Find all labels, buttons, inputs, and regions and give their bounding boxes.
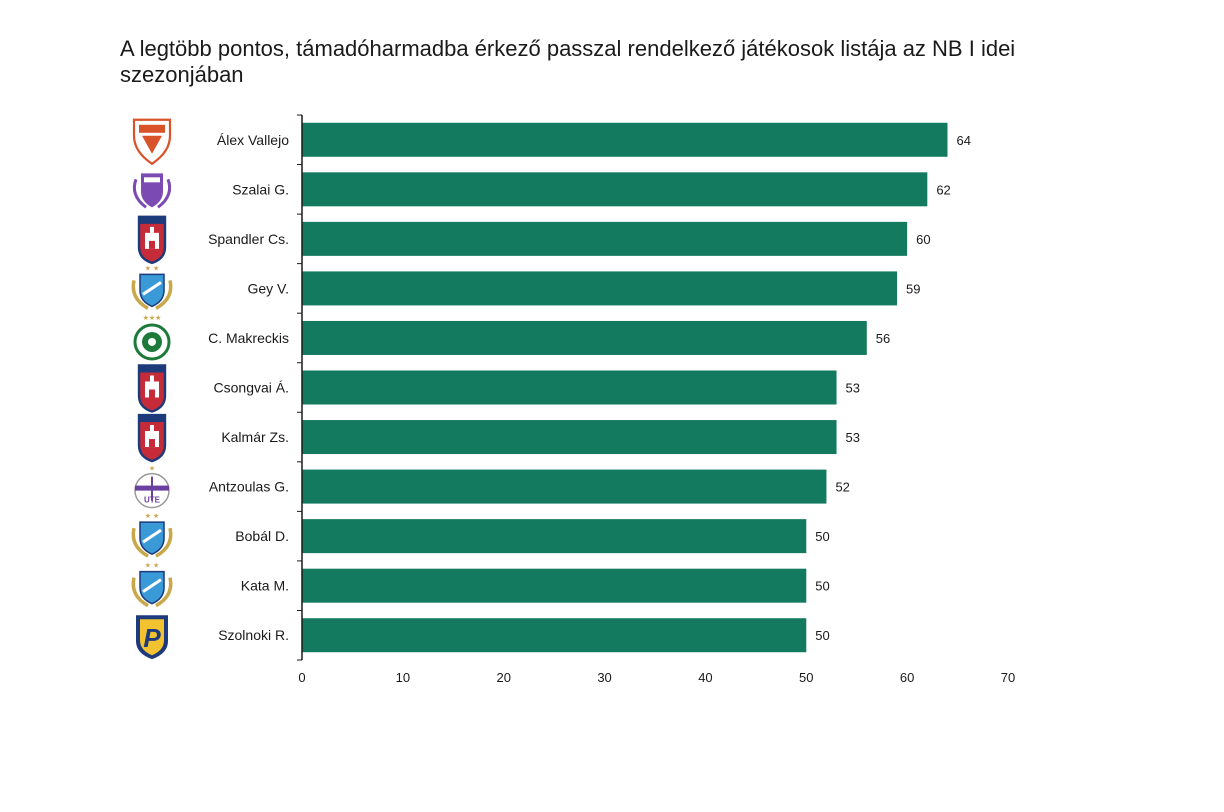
data-label-10: 50: [815, 628, 829, 643]
puskas-akademia-logo-icon: [136, 615, 168, 660]
x-tick-label-6: 60: [900, 670, 914, 685]
x-tick-label-1: 10: [396, 670, 410, 685]
chart-title: A legtöbb pontos, támadóharmadba érkező …: [120, 36, 1016, 87]
mtk-logo-icon: [131, 262, 173, 311]
ferencvaros-logo-icon: [133, 312, 171, 361]
category-label-9: Kata M.: [241, 578, 289, 594]
bar-3: [302, 271, 898, 306]
bar-8: [302, 519, 807, 554]
data-label-8: 50: [815, 529, 829, 544]
category-label-3: Gey V.: [247, 280, 289, 296]
category-label-2: Spandler Cs.: [208, 231, 289, 247]
bar-0: [302, 122, 948, 157]
category-label-5: Csongvai Á.: [214, 380, 289, 396]
bar-2: [302, 221, 908, 256]
data-label-5: 53: [846, 381, 860, 396]
bar-5: [302, 370, 837, 405]
data-label-7: 52: [835, 480, 849, 495]
bar-4: [302, 320, 867, 355]
x-tick-label-5: 50: [799, 670, 813, 685]
category-label-1: Szalai G.: [232, 181, 289, 197]
data-label-4: 56: [876, 331, 890, 346]
category-label-7: Antzoulas G.: [209, 479, 289, 495]
x-tick-label-0: 0: [298, 670, 305, 685]
category-label-8: Bobál D.: [235, 528, 289, 544]
mtk-logo-icon: [131, 510, 173, 558]
fehervar-logo-icon: [137, 413, 167, 463]
mtk-logo-icon: [131, 559, 173, 608]
bar-6: [302, 420, 837, 455]
fehervar-logo-icon: [137, 215, 167, 265]
bar-1: [302, 172, 928, 207]
dvtk-logo-icon: [132, 118, 172, 165]
data-label-6: 53: [846, 430, 860, 445]
data-label-0: 64: [956, 133, 970, 148]
data-label-3: 59: [906, 281, 920, 296]
x-tick-label-2: 20: [496, 670, 510, 685]
fehervar-logo-icon: [137, 364, 167, 413]
bar-9: [302, 568, 807, 603]
data-label-2: 60: [916, 232, 930, 247]
category-label-6: Kalmár Zs.: [221, 429, 289, 445]
bar-10: [302, 618, 807, 653]
category-label-4: C. Makreckis: [208, 330, 289, 346]
x-tick-label-7: 70: [1001, 670, 1015, 685]
category-label-0: Álex Vallejo: [217, 132, 289, 148]
data-label-1: 62: [936, 182, 950, 197]
data-label-9: 50: [815, 579, 829, 594]
ujpest-logo-icon: [134, 463, 170, 509]
kecskemet-kte-logo-icon: [132, 171, 172, 209]
bar-7: [302, 469, 827, 504]
x-tick-label-4: 40: [698, 670, 712, 685]
category-label-10: Szolnoki R.: [218, 627, 289, 643]
x-tick-label-3: 30: [597, 670, 611, 685]
